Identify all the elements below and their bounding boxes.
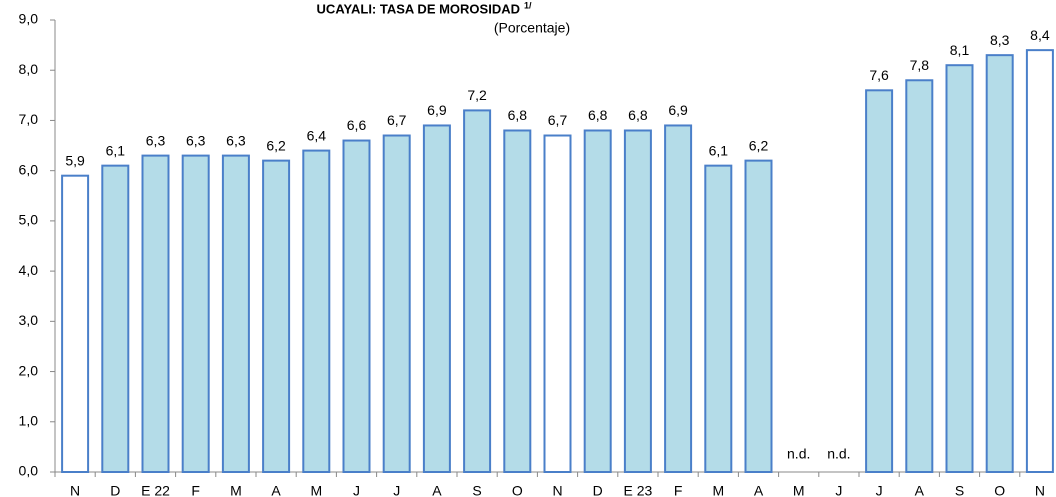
y-tick-label: 9,0 bbox=[19, 11, 39, 27]
bar bbox=[181, 154, 210, 473]
bar bbox=[865, 89, 894, 474]
y-tick-label: 1,0 bbox=[19, 412, 39, 428]
x-tick-label: S bbox=[955, 483, 964, 497]
bar bbox=[985, 54, 1014, 474]
x-tick-label: A bbox=[271, 483, 281, 497]
value-label: 6,8 bbox=[508, 107, 528, 123]
x-tick-label: M bbox=[230, 483, 242, 497]
bar bbox=[463, 109, 492, 474]
title-note: 1/ bbox=[524, 0, 532, 10]
x-tick-label: M bbox=[793, 483, 805, 497]
value-label: 6,3 bbox=[186, 132, 206, 148]
value-label: 8,3 bbox=[990, 32, 1010, 48]
bar bbox=[1025, 49, 1054, 474]
x-tick-label: J bbox=[393, 483, 400, 497]
value-label: 6,3 bbox=[146, 132, 166, 148]
x-tick-label: M bbox=[712, 483, 724, 497]
x-tick-label: J bbox=[876, 483, 883, 497]
value-label: 6,8 bbox=[628, 107, 648, 123]
y-tick-label: 6,0 bbox=[19, 161, 39, 177]
x-tick-label: N bbox=[552, 483, 562, 497]
value-label: 6,7 bbox=[387, 112, 407, 128]
value-label: 6,8 bbox=[588, 107, 608, 123]
bar bbox=[905, 79, 934, 474]
x-tick-label: N bbox=[70, 483, 80, 497]
x-tick-label: D bbox=[593, 483, 603, 497]
value-label: 7,8 bbox=[910, 57, 930, 73]
value-label: n.d. bbox=[827, 446, 850, 462]
bar bbox=[382, 134, 411, 473]
bar bbox=[422, 124, 451, 473]
value-label: 6,7 bbox=[548, 112, 568, 128]
chart-title: UCAYALI: TASA DE MOROSIDAD bbox=[317, 1, 520, 16]
value-label: 7,2 bbox=[467, 87, 487, 103]
value-label: 6,9 bbox=[427, 102, 447, 118]
value-label: 8,1 bbox=[950, 42, 970, 58]
value-label: 6,4 bbox=[307, 127, 327, 143]
bar bbox=[342, 139, 371, 474]
y-tick-label: 5,0 bbox=[19, 212, 39, 228]
bar bbox=[262, 159, 291, 473]
x-tick-label: A bbox=[915, 483, 925, 497]
x-tick-label: A bbox=[754, 483, 764, 497]
x-tick-label: N bbox=[1035, 483, 1045, 497]
value-label: 5,9 bbox=[65, 152, 85, 168]
bar bbox=[704, 164, 733, 473]
bar bbox=[61, 174, 90, 473]
x-tick-label: A bbox=[432, 483, 442, 497]
value-label: 6,6 bbox=[347, 117, 367, 133]
x-tick-label: E 22 bbox=[141, 483, 170, 497]
value-label: 6,3 bbox=[226, 132, 246, 148]
x-tick-label: D bbox=[110, 483, 120, 497]
bar bbox=[744, 159, 773, 473]
chart-subtitle: (Porcentaje) bbox=[494, 20, 570, 36]
y-tick-label: 3,0 bbox=[19, 312, 39, 328]
bar bbox=[543, 134, 572, 473]
bar bbox=[101, 164, 130, 473]
value-label: 6,1 bbox=[106, 142, 126, 158]
y-tick-label: 0,0 bbox=[19, 463, 39, 479]
bar bbox=[664, 124, 693, 473]
y-tick-label: 8,0 bbox=[19, 61, 39, 77]
bar bbox=[623, 129, 652, 473]
bar bbox=[141, 154, 170, 473]
bar bbox=[221, 154, 250, 473]
y-tick-label: 4,0 bbox=[19, 262, 39, 278]
value-label: 6,9 bbox=[668, 102, 688, 118]
value-label: 6,1 bbox=[709, 142, 729, 158]
x-tick-label: J bbox=[835, 483, 842, 497]
y-tick-label: 2,0 bbox=[19, 362, 39, 378]
bar bbox=[583, 129, 612, 473]
value-label: 6,2 bbox=[266, 137, 286, 153]
value-label: 8,4 bbox=[1030, 27, 1050, 43]
x-tick-label: S bbox=[472, 483, 481, 497]
y-tick-label: 7,0 bbox=[19, 111, 39, 127]
x-tick-label: J bbox=[353, 483, 360, 497]
value-label: 7,6 bbox=[869, 67, 889, 83]
bar bbox=[945, 64, 974, 473]
bar bbox=[302, 149, 331, 473]
bar bbox=[503, 129, 532, 473]
x-tick-label: F bbox=[191, 483, 200, 497]
x-tick-label: M bbox=[310, 483, 322, 497]
x-tick-label: O bbox=[512, 483, 523, 497]
value-label: 6,2 bbox=[749, 137, 769, 153]
value-label: n.d. bbox=[787, 446, 810, 462]
x-tick-label: E 23 bbox=[623, 483, 652, 497]
x-tick-label: O bbox=[994, 483, 1005, 497]
x-tick-label: F bbox=[674, 483, 683, 497]
